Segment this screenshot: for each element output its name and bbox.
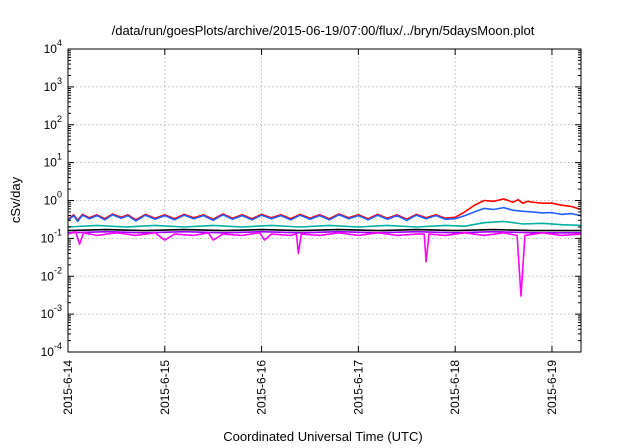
y-tick-exponent: -2 (54, 265, 62, 275)
y-tick-exponent: -3 (54, 303, 62, 313)
y-tick-label: 10-3 (41, 303, 62, 321)
y-tick-label: 10-2 (41, 265, 62, 283)
y-tick-label: 101 (44, 152, 62, 170)
y-tick-label: 104 (44, 38, 62, 56)
x-tick-label: 2015-6-18 (448, 360, 462, 415)
y-axis-label: cSv/day (8, 176, 23, 223)
x-tick-label: 2015-6-16 (255, 360, 269, 415)
y-tick-exponent: -1 (54, 227, 62, 237)
x-axis-label: Coordinated Universal Time (UTC) (223, 429, 422, 444)
x-tick-label: 2015-6-17 (351, 360, 365, 415)
y-tick-label: 10-1 (41, 227, 62, 245)
y-tick-exponent: -4 (54, 341, 62, 351)
grid (68, 49, 581, 352)
y-tick-exponent: 3 (57, 76, 62, 86)
series-line-2 (67, 206, 582, 223)
series-layer (67, 198, 582, 297)
y-tick-label: 103 (44, 76, 62, 94)
x-tick-label: 2015-6-14 (61, 360, 75, 415)
y-tick-label: 102 (44, 114, 62, 132)
x-tick-label: 2015-6-19 (545, 360, 559, 415)
series-line-4 (67, 228, 581, 232)
series-line-6 (67, 230, 582, 297)
y-tick-exponent: 2 (57, 114, 62, 124)
y-tick-exponent: 1 (57, 152, 62, 162)
y-tick-exponent: 0 (57, 190, 62, 200)
x-tick-label: 2015-6-15 (158, 360, 172, 415)
chart-title: /data/run/goesPlots/archive/2015-06-19/0… (112, 23, 535, 38)
y-tick-label: 100 (44, 190, 62, 208)
y-tick-exponent: 4 (57, 38, 62, 48)
series-line-3 (67, 220, 582, 228)
y-tick-label: 10-4 (41, 341, 62, 359)
